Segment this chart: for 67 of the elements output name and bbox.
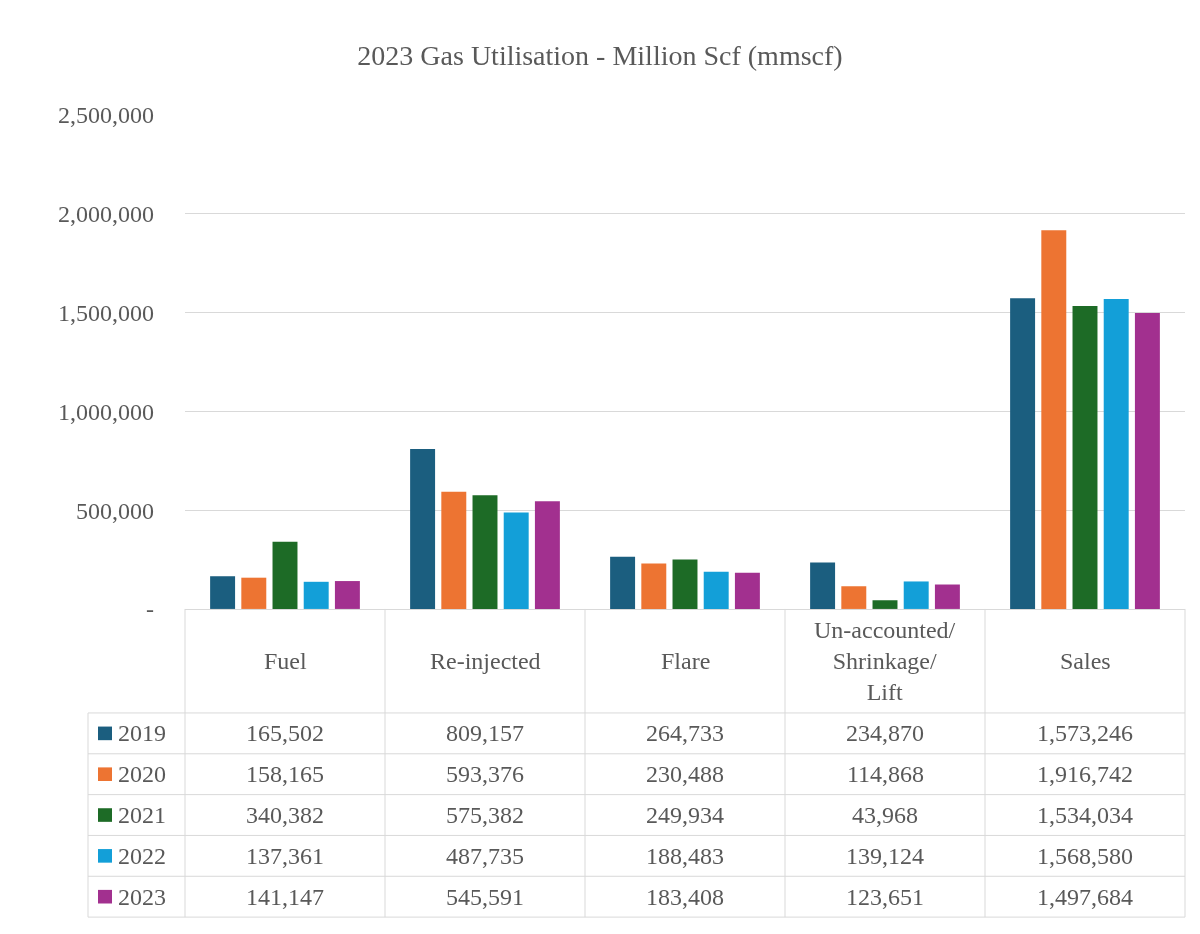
bar: [241, 577, 267, 609]
bar: [1134, 313, 1160, 609]
bar: [1010, 298, 1036, 609]
bar: [503, 512, 529, 609]
data-label: 545,591: [446, 884, 524, 910]
bar: [410, 449, 436, 609]
y-tick-label: 500,000: [76, 497, 154, 524]
bar: [210, 576, 236, 609]
data-label: 487,735: [446, 843, 524, 869]
data-label: 141,147: [246, 884, 324, 910]
data-label: 340,382: [246, 802, 324, 828]
data-label: 1,497,684: [1037, 884, 1133, 910]
data-label: 183,408: [646, 884, 724, 910]
bar: [810, 562, 836, 609]
legend-label: 2021: [118, 802, 166, 828]
bar: [441, 491, 467, 609]
bar: [872, 600, 898, 609]
x-tick-label: Re-injected: [430, 648, 541, 674]
legend-label: 2023: [118, 884, 166, 910]
x-tick-label: Fuel: [264, 648, 307, 674]
bar: [703, 571, 729, 609]
bar: [1041, 230, 1067, 609]
legend-label: 2020: [118, 761, 166, 787]
x-tick-label: Sales: [1060, 648, 1111, 674]
bar: [841, 586, 867, 609]
y-tick-label: -: [146, 596, 154, 623]
data-label: 1,916,742: [1037, 761, 1133, 787]
bar: [534, 501, 560, 609]
data-label: 1,568,580: [1037, 843, 1133, 869]
x-tick-label: Flare: [661, 648, 711, 674]
data-label: 123,651: [846, 884, 924, 910]
data-label: 165,502: [246, 720, 324, 746]
y-tick-label: 1,500,000: [58, 300, 154, 327]
data-label: 114,868: [847, 761, 925, 787]
data-label: 137,361: [246, 843, 324, 869]
legend-label: 2022: [118, 843, 166, 869]
bar: [903, 581, 929, 609]
data-label: 1,534,034: [1037, 802, 1133, 828]
data-label: 809,157: [446, 720, 524, 746]
data-label: 158,165: [246, 761, 324, 787]
x-tick-label: Un-accounted/ Shrinkage/ Lift: [814, 617, 956, 706]
bar: [272, 541, 298, 609]
bar: [334, 581, 360, 609]
bar: [303, 581, 329, 609]
chart-title: 2023 Gas Utilisation - Million Scf (mmscf): [357, 39, 843, 71]
y-tick-label: 2,000,000: [58, 201, 154, 228]
y-tick-label: 2,500,000: [58, 102, 154, 129]
data-label: 188,483: [646, 843, 724, 869]
data-label: 139,124: [846, 843, 924, 869]
data-label: 264,733: [646, 720, 724, 746]
data-label: 43,968: [852, 802, 918, 828]
bar: [734, 572, 760, 609]
bar: [641, 563, 667, 609]
bar: [472, 495, 498, 609]
bar: [1072, 305, 1098, 609]
y-tick-label: 1,000,000: [58, 398, 154, 425]
data-label: 230,488: [646, 761, 724, 787]
bar: [610, 556, 636, 609]
data-label: 249,934: [646, 802, 724, 828]
bar: [1103, 299, 1129, 609]
data-label: 593,376: [446, 761, 524, 787]
bar: [672, 559, 698, 609]
data-label: 234,870: [846, 720, 924, 746]
legend-label: 2019: [118, 720, 166, 746]
bar: [934, 584, 960, 609]
data-label: 1,573,246: [1037, 720, 1133, 746]
data-label: 575,382: [446, 802, 524, 828]
